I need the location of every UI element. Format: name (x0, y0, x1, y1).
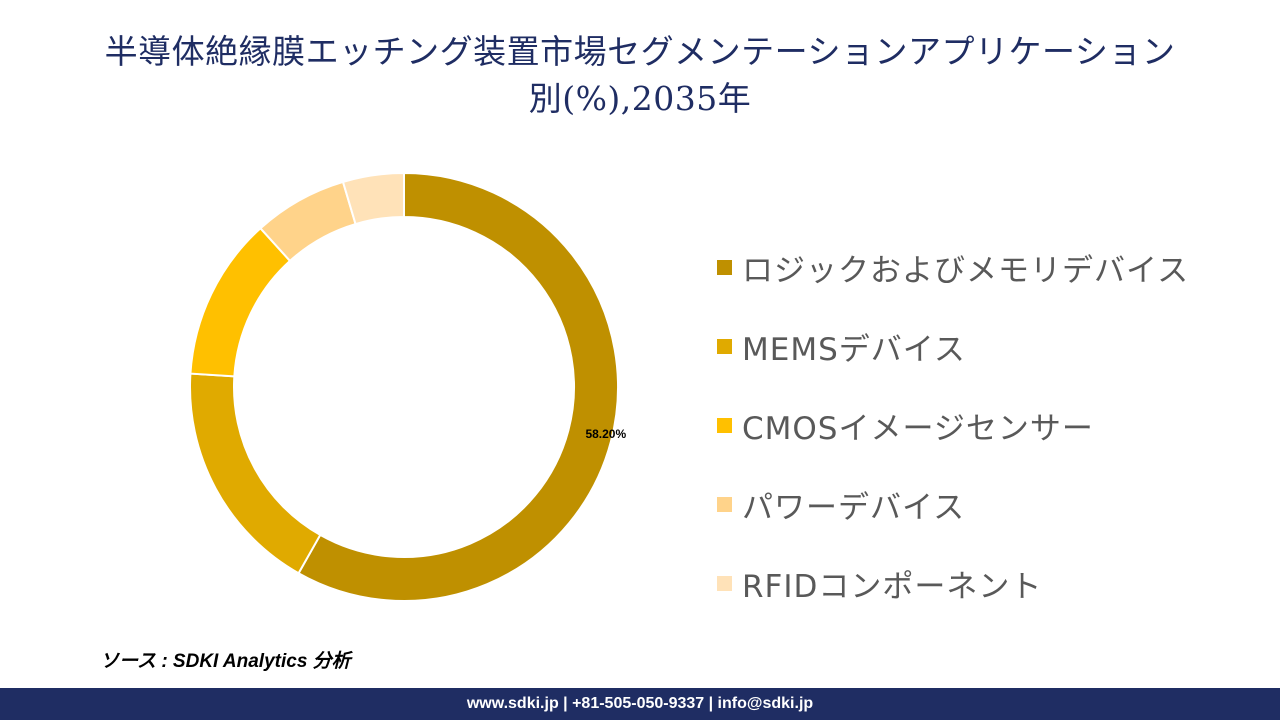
source-note: ソース : SDKI Analytics 分析 (100, 651, 351, 672)
chart-title: 半導体絶縁膜エッチング装置市場セグメンテーションアプリケーション 別(%),20… (20, 28, 1260, 122)
legend-swatch (717, 575, 732, 591)
legend-item-1: ロジックおよびメモリデバイス (717, 245, 1189, 289)
legend-swatch (717, 496, 732, 512)
legend-label: CMOSイメージセンサー (742, 410, 1094, 447)
legend-swatch (717, 338, 732, 354)
legend-item-2: MEMSデバイス (717, 324, 966, 368)
legend-item-4: パワーデバイス (717, 482, 965, 526)
donut-slice-1 (297, 171, 619, 602)
legend-item-5: RFIDコンポーネント (717, 561, 1042, 605)
chart-title-line-2: 別(%),2035年 (528, 79, 752, 118)
legend-swatch (717, 417, 732, 433)
legend-label: パワーデバイス (742, 489, 966, 526)
legend-label: MEMSデバイス (742, 331, 966, 368)
footer-contact: www.sdki.jp | +81-505-050-9337 | info@sd… (466, 695, 814, 712)
footer-bar: www.sdki.jp | +81-505-050-9337 | info@sd… (0, 688, 1280, 720)
legend-label: RFIDコンポーネント (742, 568, 1043, 605)
legend-label: ロジックおよびメモリデバイス (742, 252, 1190, 289)
chart-title-line-1: 半導体絶縁膜エッチング装置市場セグメンテーションアプリケーション (104, 32, 1176, 71)
donut-slice-5 (341, 171, 405, 226)
legend-swatch (717, 259, 732, 275)
legend-item-3: CMOSイメージセンサー (717, 403, 1094, 447)
donut-slice-3 (189, 226, 292, 378)
donut-slice-2 (189, 372, 322, 575)
slice-data-label-1: 58.20% (585, 427, 626, 441)
